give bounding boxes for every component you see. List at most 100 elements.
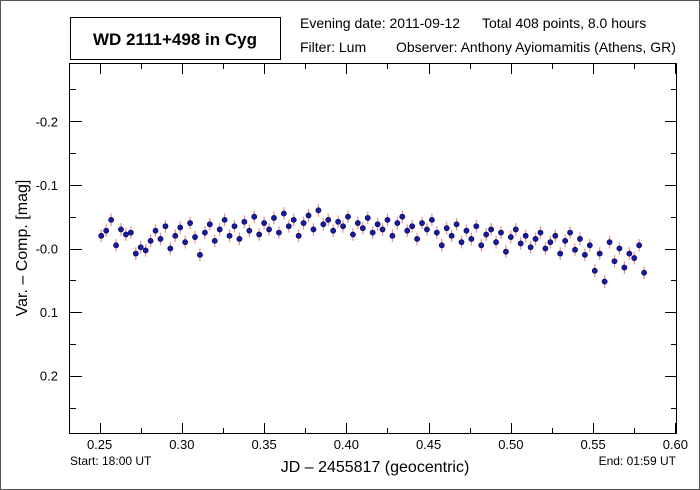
data-point [616, 245, 623, 252]
plot-frame [69, 63, 677, 434]
data-point [384, 216, 391, 223]
data-point [290, 216, 297, 223]
data-point [631, 255, 638, 261]
data-point [142, 247, 149, 254]
data-point [206, 221, 213, 228]
data-point [236, 236, 243, 242]
data-point [503, 248, 509, 255]
data-point [606, 239, 613, 246]
data-point [280, 210, 287, 217]
end-time: End: 01:59 UT [599, 454, 677, 468]
data-point [137, 244, 144, 251]
data-point [251, 213, 258, 220]
data-point [621, 264, 628, 271]
data-point [527, 244, 534, 251]
title-box [70, 17, 281, 60]
data-point [266, 226, 272, 233]
data-point [241, 218, 248, 225]
data-point [394, 220, 401, 226]
data-point [369, 229, 376, 236]
data-point [197, 251, 203, 258]
data-point [374, 221, 381, 228]
data-point [537, 229, 544, 236]
data-point [187, 220, 193, 226]
start-time: Start: 18:00 UT [70, 454, 152, 468]
data-point [103, 227, 110, 234]
data-point [201, 229, 208, 236]
data-point [468, 236, 475, 242]
data-point [611, 258, 618, 265]
data-point [581, 251, 588, 258]
data-point [601, 278, 608, 285]
data-point [483, 231, 490, 238]
data-point [414, 236, 420, 242]
y-tick-label: -0.0 [36, 242, 58, 257]
data-point [98, 232, 105, 239]
data-point [216, 226, 223, 233]
x-tick-label: 0.35 [251, 437, 276, 452]
data-point [532, 236, 539, 242]
data-point [641, 269, 648, 276]
x-tick-labels: 0.25 0.30 0.35 0.40 0.45 0.50 0.55 0.60 [87, 437, 688, 452]
data-point [557, 250, 564, 257]
data-point [591, 267, 598, 274]
evening-date: Evening date: 2011-09-12 [300, 15, 460, 31]
data-point [162, 223, 169, 230]
data-point [118, 226, 124, 233]
data-point [325, 216, 332, 223]
data-point [433, 229, 440, 236]
data-point [132, 250, 139, 257]
data-point [478, 242, 485, 249]
data-point [458, 239, 465, 246]
data-point [419, 220, 425, 226]
x-tick-label: 0.40 [334, 437, 359, 452]
data-point [285, 223, 292, 230]
data-point [507, 234, 514, 240]
data-point [409, 223, 416, 230]
filter-label: Filter: Lum [300, 39, 366, 55]
data-point [448, 232, 455, 239]
data-point [295, 232, 302, 239]
data-point [463, 227, 470, 234]
data-point [246, 227, 253, 234]
y-tick-label: 0.2 [40, 369, 58, 384]
data-point [498, 229, 504, 236]
data-point [404, 227, 411, 234]
data-point [522, 232, 529, 239]
data-point [276, 229, 282, 236]
x-tick-label: 0.55 [580, 437, 605, 452]
data-point [453, 221, 460, 228]
data-point [305, 212, 312, 219]
data-point [192, 234, 198, 240]
data-point [157, 236, 164, 242]
total-points: Total 408 points, 8.0 hours [482, 15, 646, 31]
data-point [350, 231, 356, 238]
data-point [443, 225, 450, 232]
x-tick-label: 0.25 [87, 437, 112, 452]
data-point [354, 220, 361, 226]
data-point [271, 215, 277, 221]
data-point [542, 245, 549, 252]
data-point [596, 250, 603, 257]
data-point [211, 237, 218, 244]
y-tick-label: 0.1 [40, 305, 58, 320]
data-point [182, 239, 189, 246]
x-tick-label: 0.60 [663, 437, 688, 452]
data-point [335, 218, 342, 225]
data-point [147, 237, 154, 244]
y-tick-labels: -0.2 -0.1 -0.0 0.1 0.2 [36, 114, 58, 383]
data-point [108, 216, 115, 223]
data-point [488, 226, 495, 233]
data-point [231, 223, 238, 230]
data-point [493, 239, 499, 246]
x-tick-label: 0.50 [498, 437, 523, 452]
data-point [221, 216, 228, 223]
data-points [98, 207, 648, 285]
x-tick-label: 0.30 [169, 437, 194, 452]
data-point [226, 232, 233, 239]
data-point [113, 242, 119, 249]
data-point [389, 232, 396, 239]
data-point [340, 223, 346, 230]
